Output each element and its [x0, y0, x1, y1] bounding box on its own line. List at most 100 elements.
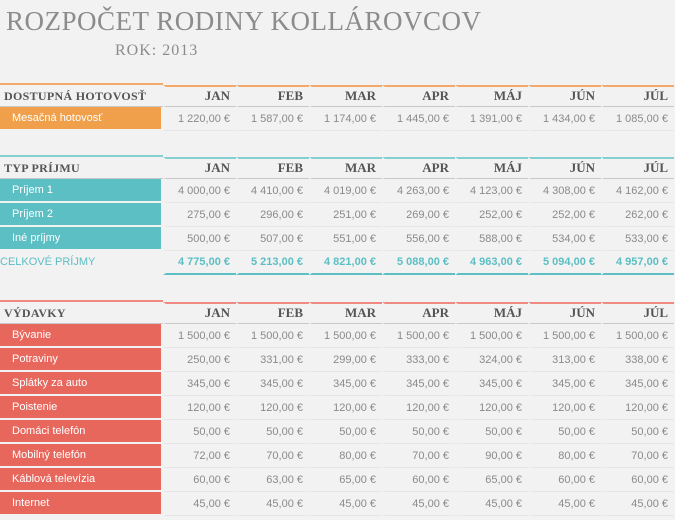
value-cell[interactable]: 556,00 € — [382, 227, 455, 251]
value-cell[interactable]: 500,00 € — [163, 227, 236, 251]
value-cell[interactable]: 1 500,00 € — [382, 324, 455, 348]
value-cell[interactable]: 269,00 € — [382, 203, 455, 227]
value-cell[interactable]: 72,00 € — [163, 444, 236, 468]
row-label-cell[interactable]: Príjem 1 — [0, 179, 163, 203]
row-label-cell[interactable]: Domáci telefón — [0, 420, 163, 444]
value-cell[interactable]: 4 162,00 € — [601, 179, 674, 203]
value-cell[interactable]: 80,00 € — [528, 444, 601, 468]
value-cell[interactable]: 60,00 € — [163, 468, 236, 492]
value-cell[interactable]: 60,00 € — [601, 468, 674, 492]
value-cell[interactable]: 4 410,00 € — [236, 179, 309, 203]
value-cell[interactable]: 1 445,00 € — [382, 107, 455, 131]
row-label-cell[interactable]: Bývanie — [0, 324, 163, 348]
value-cell[interactable]: 120,00 € — [528, 396, 601, 420]
value-cell[interactable]: 120,00 € — [236, 396, 309, 420]
value-cell[interactable]: 1 500,00 € — [455, 324, 528, 348]
value-cell[interactable]: 252,00 € — [455, 203, 528, 227]
total-value-cell[interactable]: 5 213,00 € — [236, 251, 309, 275]
value-cell[interactable]: 70,00 € — [382, 444, 455, 468]
row-label-cell[interactable]: Splátky za auto — [0, 372, 163, 396]
value-cell[interactable]: 45,00 € — [455, 492, 528, 516]
value-cell[interactable]: 4 123,00 € — [455, 179, 528, 203]
value-cell[interactable]: 120,00 € — [309, 396, 382, 420]
value-cell[interactable]: 120,00 € — [601, 396, 674, 420]
value-cell[interactable]: 45,00 € — [236, 492, 309, 516]
value-cell[interactable]: 45,00 € — [382, 492, 455, 516]
value-cell[interactable]: 507,00 € — [236, 227, 309, 251]
value-cell[interactable]: 345,00 € — [601, 372, 674, 396]
value-cell[interactable]: 551,00 € — [309, 227, 382, 251]
value-cell[interactable]: 4 263,00 € — [382, 179, 455, 203]
row-label-cell[interactable]: Príjem 2 — [0, 203, 163, 227]
row-label-cell[interactable]: Mesačná hotovosť — [0, 107, 163, 131]
value-cell[interactable]: 50,00 € — [163, 420, 236, 444]
value-cell[interactable]: 65,00 € — [309, 468, 382, 492]
value-cell[interactable]: 333,00 € — [382, 348, 455, 372]
value-cell[interactable]: 251,00 € — [309, 203, 382, 227]
value-cell[interactable]: 45,00 € — [528, 492, 601, 516]
value-cell[interactable]: 345,00 € — [528, 372, 601, 396]
value-cell[interactable]: 588,00 € — [455, 227, 528, 251]
value-cell[interactable]: 299,00 € — [309, 348, 382, 372]
value-cell[interactable]: 345,00 € — [163, 372, 236, 396]
row-label-cell[interactable]: Iné príjmy — [0, 227, 163, 251]
total-value-cell[interactable]: 4 775,00 € — [163, 251, 236, 275]
value-cell[interactable]: 1 500,00 € — [601, 324, 674, 348]
value-cell[interactable]: 345,00 € — [455, 372, 528, 396]
row-label-cell[interactable]: Internet — [0, 492, 163, 516]
value-cell[interactable]: 4 308,00 € — [528, 179, 601, 203]
value-cell[interactable]: 120,00 € — [163, 396, 236, 420]
value-cell[interactable]: 50,00 € — [528, 420, 601, 444]
value-cell[interactable]: 45,00 € — [309, 492, 382, 516]
value-cell[interactable]: 331,00 € — [236, 348, 309, 372]
value-cell[interactable]: 50,00 € — [455, 420, 528, 444]
value-cell[interactable]: 45,00 € — [163, 492, 236, 516]
value-cell[interactable]: 533,00 € — [601, 227, 674, 251]
value-cell[interactable]: 262,00 € — [601, 203, 674, 227]
row-label-cell[interactable]: Poistenie — [0, 396, 163, 420]
value-cell[interactable]: 50,00 € — [601, 420, 674, 444]
value-cell[interactable]: 60,00 € — [382, 468, 455, 492]
value-cell[interactable]: 313,00 € — [528, 348, 601, 372]
value-cell[interactable]: 63,00 € — [236, 468, 309, 492]
value-cell[interactable]: 120,00 € — [382, 396, 455, 420]
value-cell[interactable]: 50,00 € — [309, 420, 382, 444]
value-cell[interactable]: 50,00 € — [236, 420, 309, 444]
row-label-cell[interactable]: Mobilný telefón — [0, 444, 163, 468]
value-cell[interactable]: 345,00 € — [309, 372, 382, 396]
value-cell[interactable]: 50,00 € — [382, 420, 455, 444]
value-cell[interactable]: 65,00 € — [455, 468, 528, 492]
value-cell[interactable]: 70,00 € — [236, 444, 309, 468]
value-cell[interactable]: 80,00 € — [309, 444, 382, 468]
value-cell[interactable]: 1 500,00 € — [528, 324, 601, 348]
value-cell[interactable]: 60,00 € — [528, 468, 601, 492]
value-cell[interactable]: 1 587,00 € — [236, 107, 309, 131]
value-cell[interactable]: 120,00 € — [455, 396, 528, 420]
value-cell[interactable]: 250,00 € — [163, 348, 236, 372]
value-cell[interactable]: 4 019,00 € — [309, 179, 382, 203]
value-cell[interactable]: 296,00 € — [236, 203, 309, 227]
value-cell[interactable]: 1 500,00 € — [163, 324, 236, 348]
value-cell[interactable]: 345,00 € — [382, 372, 455, 396]
value-cell[interactable]: 4 000,00 € — [163, 179, 236, 203]
value-cell[interactable]: 70,00 € — [601, 444, 674, 468]
value-cell[interactable]: 1 220,00 € — [163, 107, 236, 131]
value-cell[interactable]: 1 391,00 € — [455, 107, 528, 131]
value-cell[interactable]: 1 434,00 € — [528, 107, 601, 131]
value-cell[interactable]: 324,00 € — [455, 348, 528, 372]
total-value-cell[interactable]: 4 963,00 € — [455, 251, 528, 275]
value-cell[interactable]: 90,00 € — [455, 444, 528, 468]
total-value-cell[interactable]: 4 821,00 € — [309, 251, 382, 275]
value-cell[interactable]: 1 085,00 € — [601, 107, 674, 131]
value-cell[interactable]: 252,00 € — [528, 203, 601, 227]
total-value-cell[interactable]: 4 957,00 € — [601, 251, 674, 275]
value-cell[interactable]: 1 500,00 € — [236, 324, 309, 348]
value-cell[interactable]: 1 174,00 € — [309, 107, 382, 131]
value-cell[interactable]: 45,00 € — [601, 492, 674, 516]
value-cell[interactable]: 534,00 € — [528, 227, 601, 251]
value-cell[interactable]: 338,00 € — [601, 348, 674, 372]
value-cell[interactable]: 1 500,00 € — [309, 324, 382, 348]
total-value-cell[interactable]: 5 094,00 € — [528, 251, 601, 275]
total-value-cell[interactable]: 5 088,00 € — [382, 251, 455, 275]
value-cell[interactable]: 345,00 € — [236, 372, 309, 396]
